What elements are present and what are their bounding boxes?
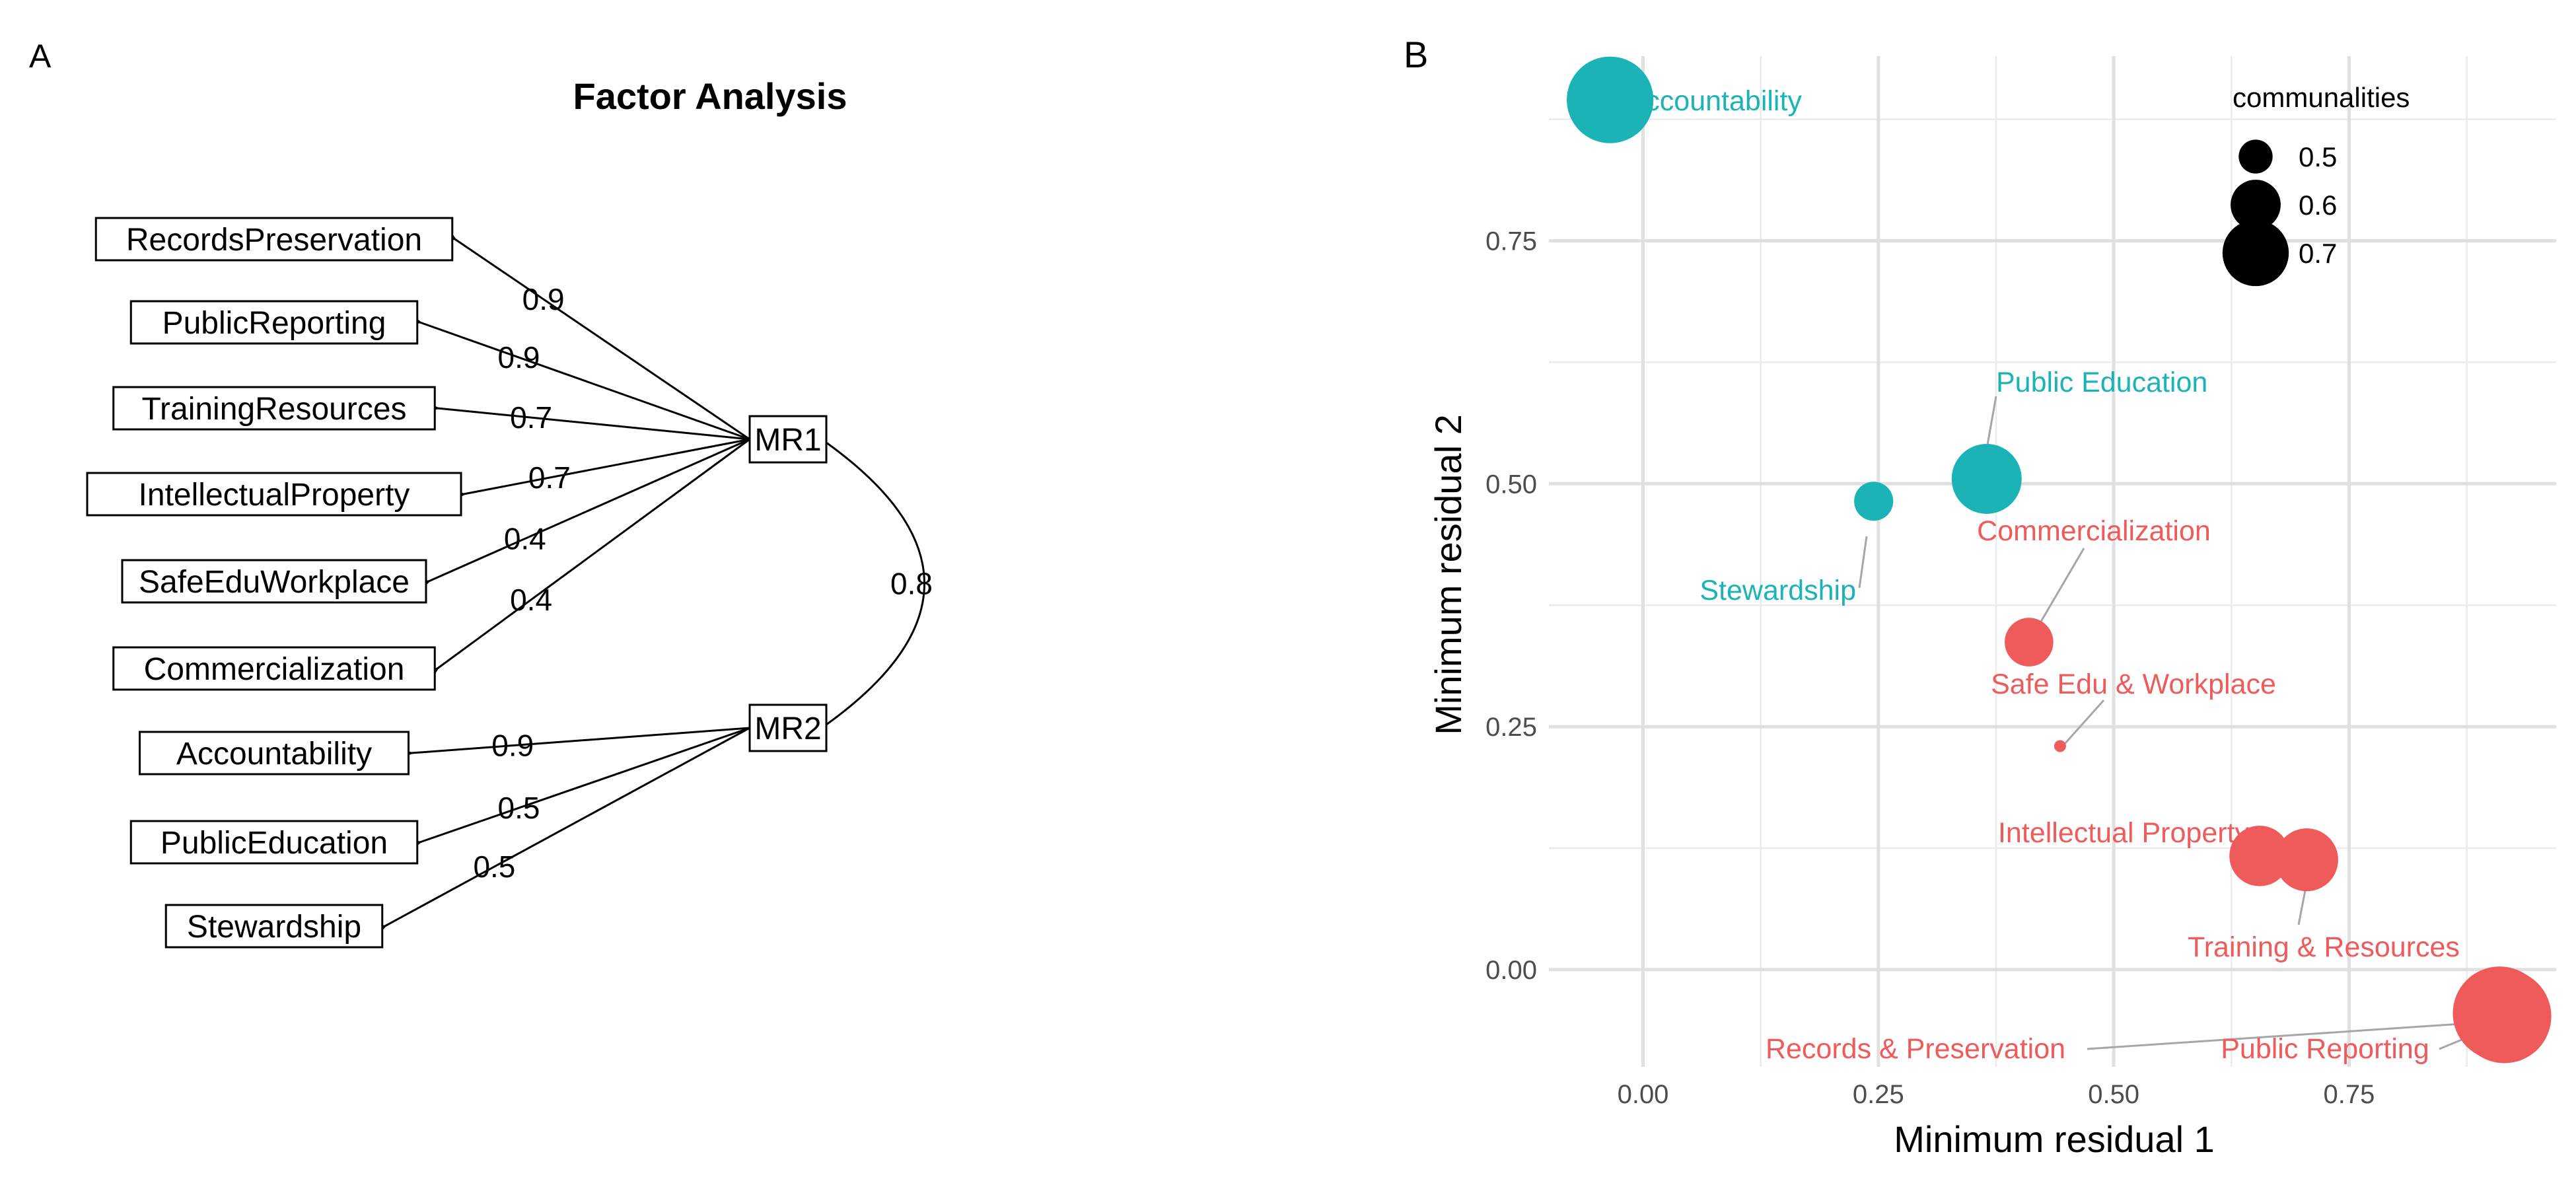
variable-label: PublicReporting [162,306,386,341]
diagram-title: Factor Analysis [573,75,847,117]
correlation-curve [826,441,925,726]
y-tick-label: 0.50 [1485,470,1537,499]
scatter-point [2005,618,2054,667]
factor-box [748,415,828,464]
y-tick-label: 0.00 [1485,956,1537,985]
variable-label: RecordsPreservation [126,223,422,258]
loading-arrow [420,727,750,842]
point-label: Public Education [1996,367,2207,398]
factor-label: MR2 [754,711,821,746]
loading-arrow [411,727,750,753]
variable-label: SafeEduWorkplace [139,565,410,600]
scatter-point [1854,482,1894,521]
point-label: Training & Resources [2188,931,2460,963]
point-label: Intellectual Property [1998,817,2250,849]
legend-label: 0.5 [2299,141,2337,172]
legend-label: 0.6 [2299,190,2337,221]
panel-label-a: A [29,38,52,75]
panel-b-scatter: B Accountability Public Education Stewards… [1404,34,2556,1160]
panel-a-factor-diagram: A Factor Analysis RecordsPreservation 0.9… [29,38,933,949]
variable-label: PublicEducation [161,826,388,861]
loading-value: 0.7 [510,400,552,435]
point-label: Safe Edu & Workplace [1991,668,2276,700]
scatter-point [2457,969,2552,1063]
variable-box [121,559,427,604]
variable-box [129,300,419,345]
variable-label: TrainingResources [141,392,406,427]
loading-value: 0.5 [498,791,540,825]
legend-label: 0.7 [2299,238,2337,269]
loading-value: 0.7 [528,460,571,495]
loading-arrow [437,408,750,441]
loading-arrow [420,322,750,441]
variable-box [112,386,436,431]
variable-box [139,731,410,775]
loading-arrow [385,727,750,926]
scatter-point [2054,740,2066,752]
panel-label-b: B [1404,34,1428,75]
legend: communalities 0.5 0.6 0.7 [2222,82,2410,287]
scatter-point [2229,825,2290,886]
factor-label: MR1 [754,423,821,458]
legend-key [2238,139,2273,174]
variable-box [129,820,419,865]
scatter-point [2275,828,2338,892]
loading-arrow [455,239,750,441]
point-label: Records & Preservation [1766,1033,2065,1065]
x-tick-label: 0.50 [2088,1080,2139,1109]
point-label: Accountability [1627,85,1803,117]
variable-box [164,904,384,949]
loading-value: 0.5 [473,849,515,884]
label-connector [2058,700,2105,750]
loading-value: 0.4 [510,583,552,617]
loading-arrow [464,438,750,494]
axis-ticks: 0.00 0.25 0.50 0.75 0.00 0.25 0.50 0.75 [1485,227,2375,1109]
x-tick-label: 0.00 [1618,1080,1669,1109]
y-tick-label: 0.75 [1485,227,1537,256]
point-label: Stewardship [1699,575,1856,606]
variable-label: IntellectualProperty [139,478,410,513]
variable-box [112,646,436,691]
variable-label: Commercialization [144,652,405,687]
variable-label: Accountability [176,737,372,772]
x-tick-label: 0.75 [2324,1080,2375,1109]
variable-box [94,217,454,262]
loading-value: 0.9 [498,340,540,375]
grid-layer [1549,56,2556,1067]
legend-key [2231,180,2281,230]
x-axis-title: Minimum residual 1 [1894,1118,2215,1160]
x-tick-label: 0.25 [1853,1080,1904,1109]
variable-label: Stewardship [187,910,361,945]
variable-box [86,472,462,517]
label-connector [2087,1019,2511,1050]
loading-value: 0.4 [504,522,546,556]
scatter-point [1567,56,1654,143]
legend-title: communalities [2233,82,2410,113]
label-connector [1858,536,1868,589]
correlation-value: 0.8 [890,567,933,601]
loading-arrow [429,438,750,581]
legend-key [2222,219,2289,287]
scatter-point [1951,443,2022,514]
loading-value: 0.9 [491,729,534,763]
scatter-points [1567,56,2552,1063]
point-label: Commercialization [1977,515,2211,547]
y-axis-title: Minimum residual 2 [1427,414,1469,735]
factor-box [748,703,828,752]
point-label: Public Reporting [2221,1033,2429,1065]
y-tick-label: 0.25 [1485,713,1537,742]
point-labels: Accountability Public Education Stewardshi… [1627,85,2460,1065]
loading-arrow [437,438,750,668]
loading-value: 0.9 [522,282,565,316]
diagram-layer: RecordsPreservation 0.9 PublicReporting 0.9… [86,217,933,949]
